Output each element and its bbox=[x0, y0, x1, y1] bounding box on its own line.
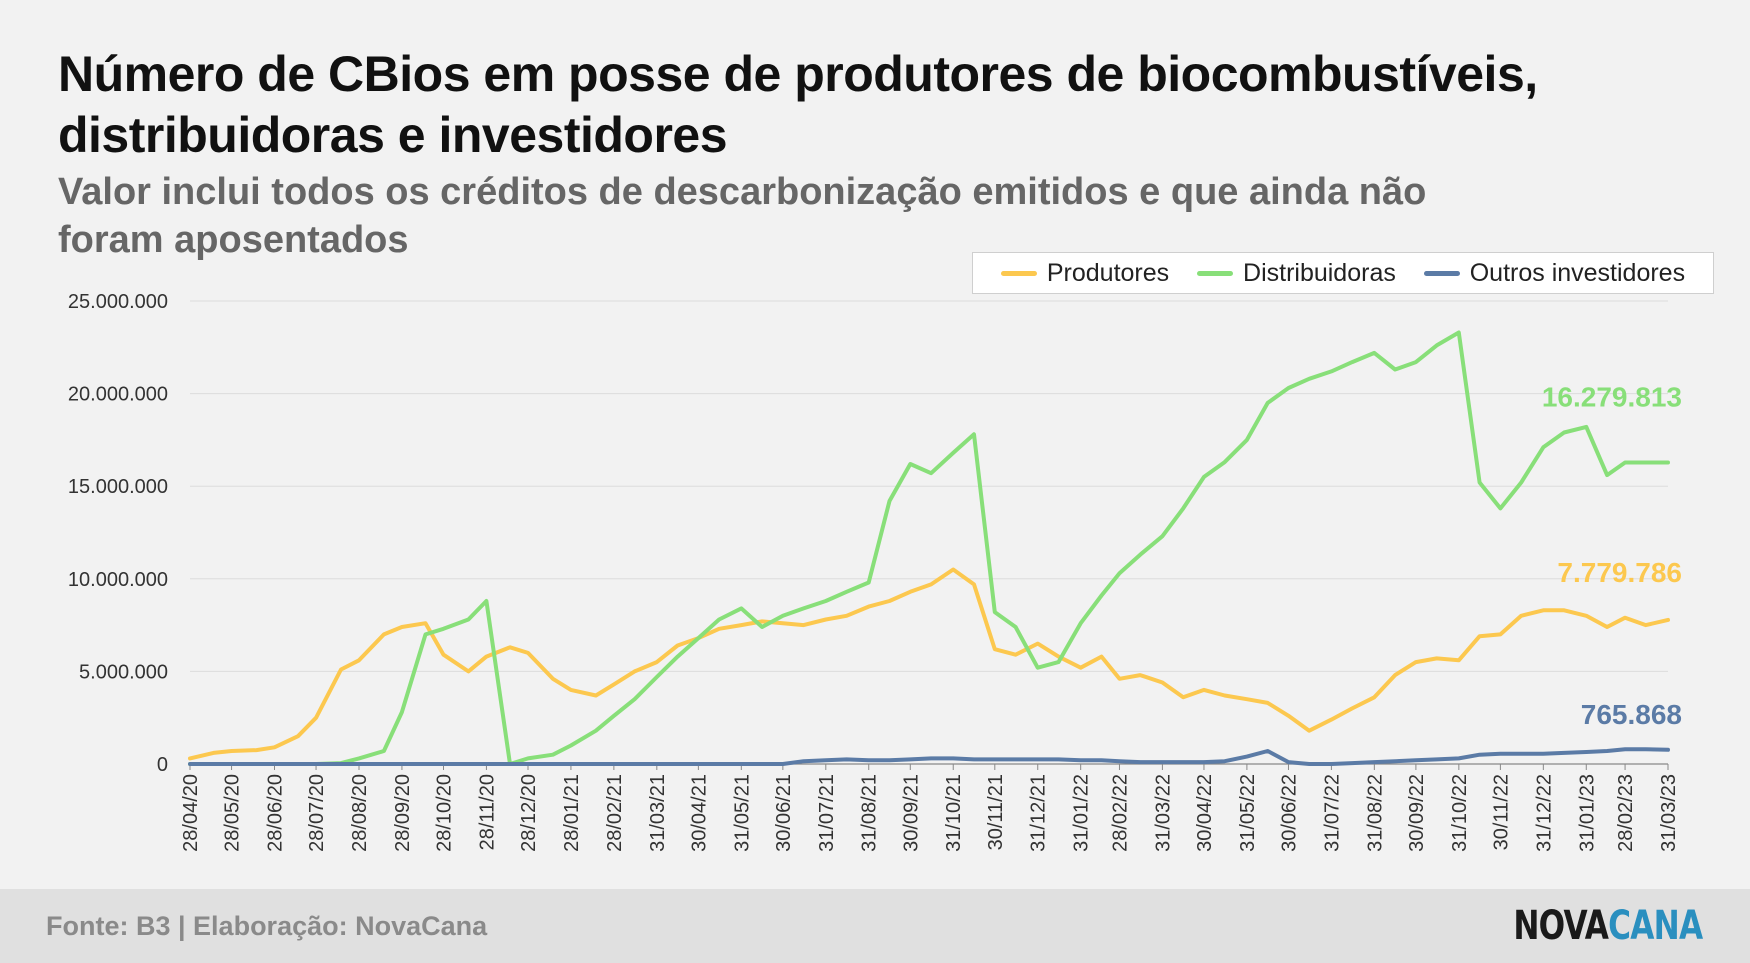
series-line-outros bbox=[188, 747, 1670, 766]
x-tick-label: 28/08/20 bbox=[349, 774, 371, 852]
legend-label-distribuidoras: Distribuidoras bbox=[1243, 258, 1396, 287]
y-tick-label: 0 bbox=[157, 754, 168, 776]
x-tick-label: 31/10/21 bbox=[943, 774, 965, 852]
x-tick-label: 30/06/21 bbox=[773, 774, 795, 852]
end-label-distribuidoras: 16.279.813 bbox=[1542, 381, 1682, 412]
x-tick-label: 31/08/22 bbox=[1364, 774, 1386, 852]
y-tick-label: 10.000.000 bbox=[68, 569, 168, 591]
legend-swatch-distribuidoras bbox=[1197, 270, 1234, 276]
x-tick-label: 28/02/22 bbox=[1109, 774, 1131, 852]
source-text: Fonte: B3 | Elaboração: NovaCana bbox=[46, 911, 488, 941]
legend-label-produtores: Produtores bbox=[1046, 258, 1170, 287]
x-tick-label: 31/03/21 bbox=[647, 774, 669, 852]
x-tick-label: 28/05/20 bbox=[222, 774, 244, 852]
x-tick-label: 28/02/23 bbox=[1615, 774, 1637, 852]
x-tick-label: 28/10/20 bbox=[433, 774, 455, 852]
y-axis: 0 5.000.000 10.000.000 15.000.000 20.000.000… bbox=[68, 291, 168, 776]
x-tick-label: 31/01/23 bbox=[1576, 774, 1598, 852]
x-tick-label: 31/10/22 bbox=[1449, 774, 1471, 852]
x-tick-label: 30/09/22 bbox=[1406, 774, 1428, 852]
legend-swatch-outros bbox=[1423, 270, 1460, 276]
x-tick-label: 31/12/21 bbox=[1028, 774, 1050, 852]
x-tick-label: 31/07/21 bbox=[816, 774, 838, 852]
y-tick-label: 15.000.000 bbox=[68, 476, 168, 498]
chart-title: Número de CBios em posse de produtores d… bbox=[58, 46, 1538, 163]
end-labels: 7.779.786 16.279.813 765.868 bbox=[1542, 381, 1682, 729]
logo-part-nova: NOVA bbox=[1512, 903, 1609, 949]
x-tick-label: 31/05/22 bbox=[1237, 774, 1259, 852]
end-label-outros: 765.868 bbox=[1581, 699, 1682, 730]
legend-swatch-produtores bbox=[1000, 270, 1037, 276]
x-tick-label: 31/01/22 bbox=[1071, 774, 1093, 852]
chart-legend: Produtores Distribuidoras Outros investi… bbox=[972, 252, 1714, 294]
series-lines bbox=[188, 330, 1670, 766]
x-tick-label: 28/09/20 bbox=[392, 774, 414, 852]
x-tick-label: 30/09/21 bbox=[900, 774, 922, 852]
legend-label-outros: Outros investidores bbox=[1469, 258, 1686, 287]
x-tick-label: 31/03/22 bbox=[1152, 774, 1174, 852]
y-tick-label: 25.000.000 bbox=[68, 291, 168, 313]
line-chart: 0 5.000.000 10.000.000 15.000.000 20.000.000… bbox=[68, 291, 1682, 852]
series-line-produtores bbox=[188, 567, 1670, 761]
x-tick-label: 30/11/22 bbox=[1490, 774, 1512, 850]
x-tick-label: 30/04/22 bbox=[1194, 774, 1216, 852]
x-tick-label: 31/05/21 bbox=[731, 774, 753, 852]
x-tick-label: 28/12/20 bbox=[518, 774, 540, 852]
x-tick-label: 31/03/23 bbox=[1658, 774, 1680, 852]
logo-part-cana: CANA bbox=[1607, 903, 1703, 949]
x-tick-label: 31/12/22 bbox=[1533, 774, 1555, 852]
novacana-logo[interactable]: NOVACANA bbox=[1512, 903, 1703, 949]
legend-item-distribuidoras[interactable]: Distribuidoras bbox=[1197, 259, 1396, 288]
end-label-produtores: 7.779.786 bbox=[1557, 557, 1682, 588]
x-tick-label: 28/11/20 bbox=[476, 774, 498, 850]
grid-lines bbox=[190, 300, 1668, 672]
legend-item-outros[interactable]: Outros investidores bbox=[1423, 258, 1686, 288]
x-tick-label: 28/01/21 bbox=[561, 774, 583, 852]
x-tick-label: 31/08/21 bbox=[859, 774, 881, 852]
x-tick-label: 28/02/21 bbox=[604, 774, 626, 852]
x-tick-label: 30/04/21 bbox=[688, 774, 710, 852]
series-line-distribuidoras bbox=[188, 330, 1670, 766]
x-tick-label: 30/06/22 bbox=[1278, 774, 1300, 852]
x-tick-label: 28/07/20 bbox=[306, 774, 328, 852]
x-tick-label: 28/04/20 bbox=[180, 774, 202, 852]
y-tick-label: 20.000.000 bbox=[68, 384, 168, 406]
x-tick-label: 31/07/22 bbox=[1321, 774, 1343, 852]
chart-subtitle: Valor inclui todos os créditos de descar… bbox=[58, 171, 1427, 261]
legend-item-produtores[interactable]: Produtores bbox=[1000, 258, 1170, 288]
y-tick-label: 5.000.000 bbox=[79, 661, 168, 683]
footer: Fonte: B3 | Elaboração: NovaCana NOVACAN… bbox=[0, 889, 1750, 963]
x-tick-label: 30/11/21 bbox=[985, 774, 1007, 850]
x-tick-label: 28/06/20 bbox=[264, 774, 286, 852]
x-axis: 28/04/20 28/05/20 28/06/20 28/07/20 28/08/20… bbox=[180, 763, 1680, 852]
